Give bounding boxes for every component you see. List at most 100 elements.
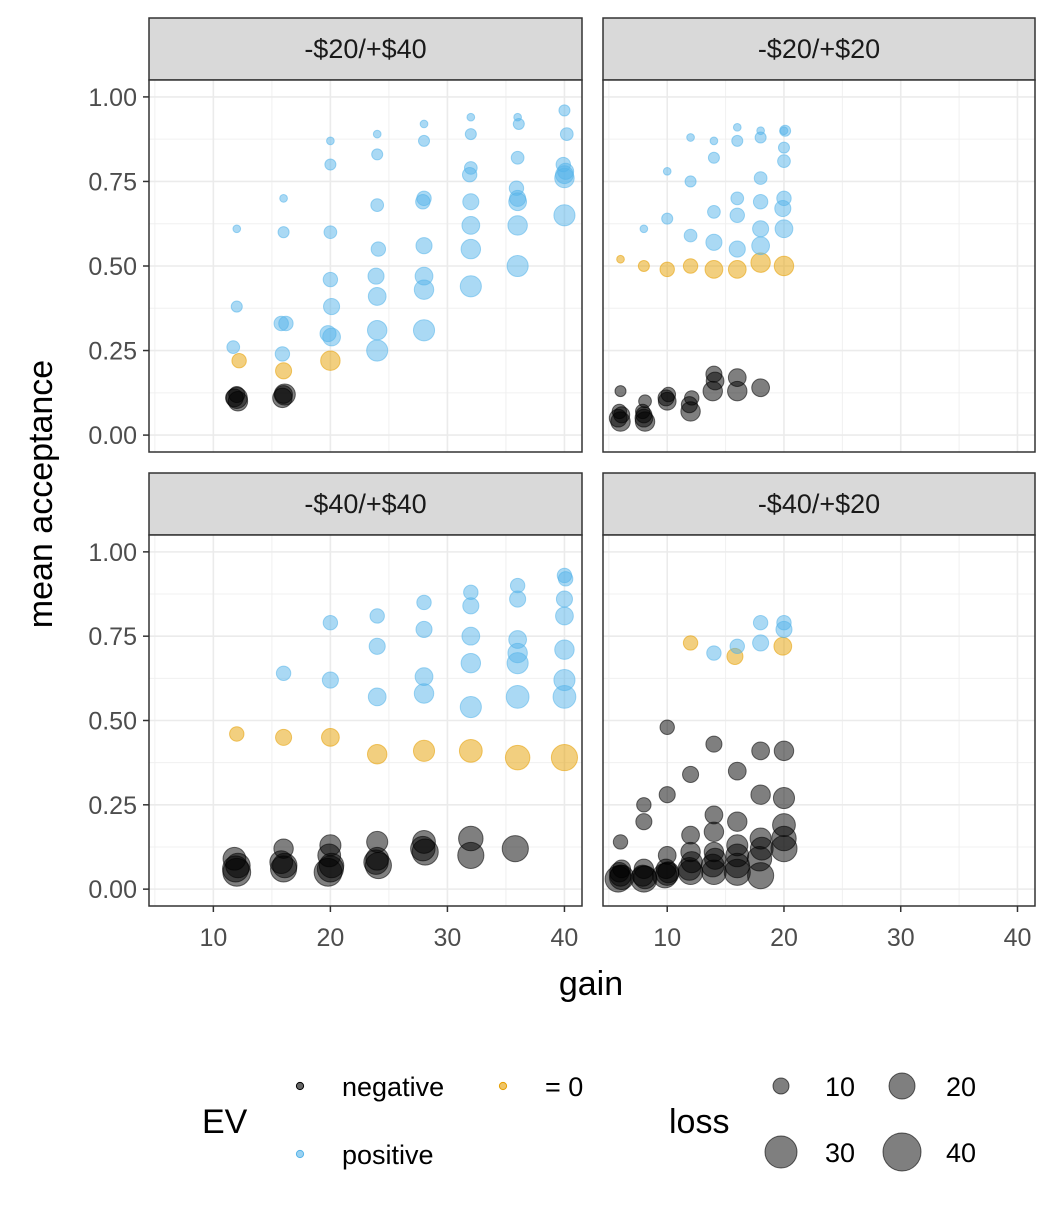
- data-point: [459, 275, 482, 298]
- data-point: [323, 298, 341, 316]
- x-tick-label: 40: [1004, 924, 1032, 952]
- data-point: [463, 161, 478, 175]
- facet-strip: [602, 17, 1036, 81]
- data-point: [501, 835, 529, 863]
- data-point: [704, 260, 724, 279]
- data-point: [773, 636, 793, 656]
- data-point: [278, 315, 294, 332]
- data-point: [322, 614, 339, 631]
- data-point: [682, 765, 700, 784]
- data-point: [752, 614, 769, 631]
- data-point: [732, 123, 742, 132]
- data-point: [727, 368, 747, 387]
- data-point: [370, 198, 385, 212]
- data-point: [460, 652, 482, 674]
- legend: EV negative = 0 positive loss 10 20 30 40: [202, 1072, 976, 1172]
- data-point: [366, 320, 388, 341]
- data-point: [683, 228, 698, 243]
- data-point: [462, 597, 480, 615]
- data-point: [557, 571, 574, 587]
- data-point: [505, 684, 530, 709]
- data-point: [682, 258, 699, 274]
- data-point: [510, 150, 525, 165]
- data-point: [319, 325, 337, 343]
- data-point: [458, 738, 483, 763]
- data-point: [636, 797, 652, 813]
- data-point: [367, 687, 387, 707]
- data-point: [756, 126, 765, 136]
- data-point: [681, 825, 700, 845]
- data-point: [506, 254, 529, 278]
- data-point: [684, 390, 700, 406]
- data-point: [750, 784, 771, 805]
- facet-strip-label: -$40/+$20: [758, 489, 880, 519]
- facet-panel: -$40/+$40: [148, 472, 583, 907]
- data-point: [727, 260, 747, 279]
- data-point: [414, 266, 434, 286]
- legend-size-label: 30: [825, 1138, 855, 1168]
- data-point: [553, 204, 576, 227]
- data-point: [466, 112, 476, 122]
- data-point: [366, 339, 389, 362]
- data-point: [550, 744, 579, 772]
- data-point: [464, 128, 477, 141]
- x-tick-label: 40: [551, 924, 579, 952]
- data-point: [558, 104, 571, 117]
- data-point: [319, 834, 342, 857]
- data-point: [274, 346, 291, 362]
- data-point: [277, 226, 290, 239]
- data-point: [730, 191, 745, 206]
- data-point: [638, 394, 652, 409]
- data-point: [729, 638, 745, 654]
- data-point: [368, 637, 386, 655]
- data-point: [324, 158, 337, 171]
- data-point: [731, 134, 744, 147]
- data-point: [371, 148, 384, 161]
- data-point: [415, 620, 433, 638]
- data-point: [553, 668, 576, 692]
- data-point: [366, 744, 388, 765]
- data-point: [229, 726, 245, 742]
- legend-color-label: = 0: [545, 1072, 583, 1102]
- axes: 0.00 0.25 0.50 0.75 1.00 0.00 0.25 0.50 0.75 1.00…: [88, 84, 1031, 952]
- data-point: [320, 350, 341, 371]
- data-point: [707, 205, 721, 219]
- data-point: [659, 719, 675, 735]
- data-point: [412, 319, 436, 342]
- data-point: [369, 608, 385, 624]
- data-point: [633, 858, 655, 880]
- data-point: [461, 216, 481, 235]
- y-tick-label: 0.25: [88, 338, 137, 366]
- data-point: [372, 129, 382, 139]
- data-point: [704, 805, 724, 825]
- data-point: [416, 594, 432, 611]
- data-point: [232, 224, 242, 234]
- legend-size-key: [882, 1132, 922, 1172]
- data-point: [222, 846, 247, 871]
- data-point: [415, 237, 433, 255]
- data-point: [612, 834, 629, 850]
- legend-size-label: 40: [946, 1138, 976, 1168]
- data-point: [611, 403, 628, 420]
- data-point: [414, 667, 434, 687]
- data-point: [751, 378, 771, 398]
- data-point: [753, 171, 768, 185]
- data-point: [727, 811, 748, 832]
- legend-color-label: positive: [342, 1140, 434, 1170]
- x-axis-title: gain: [559, 965, 623, 1003]
- facet-strip-label: -$20/+$20: [758, 34, 880, 64]
- data-point: [657, 846, 677, 865]
- legend-size-label: 20: [946, 1072, 976, 1102]
- data-point: [275, 362, 293, 380]
- data-point: [776, 614, 792, 631]
- data-points: [222, 567, 579, 887]
- data-point: [415, 194, 431, 210]
- facet-strip: [148, 17, 583, 81]
- y-tick-label: 0.00: [88, 422, 137, 450]
- data-point: [509, 577, 526, 594]
- data-point: [274, 385, 293, 404]
- data-point: [321, 727, 340, 747]
- data-point: [461, 626, 481, 646]
- data-point: [507, 215, 528, 236]
